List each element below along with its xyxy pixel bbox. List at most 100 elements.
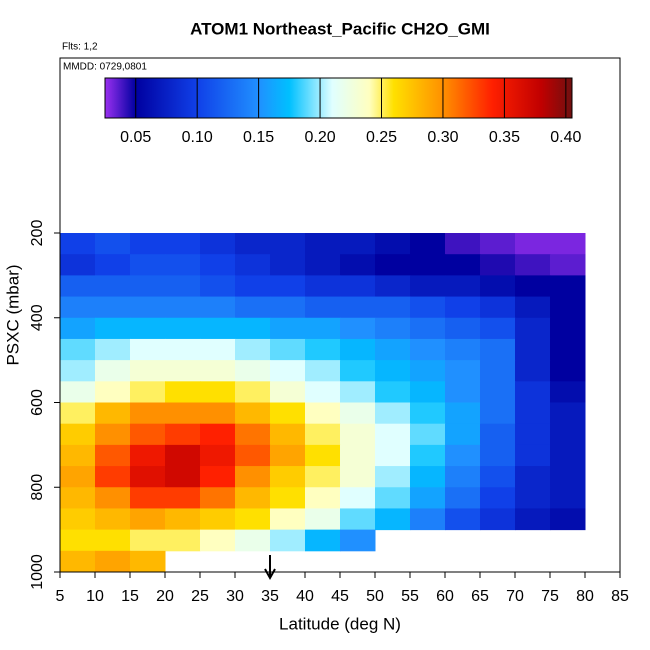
- heat-cell: [480, 381, 516, 404]
- heat-cell: [95, 254, 131, 276]
- x-tick-label: 50: [366, 588, 384, 605]
- heat-cell: [270, 487, 306, 509]
- x-tick-label: 80: [576, 588, 594, 605]
- heat-cell: [515, 254, 551, 276]
- colorbar-tick-label: 0.15: [243, 129, 274, 146]
- heat-cell: [445, 296, 481, 319]
- heat-cell: [60, 275, 96, 298]
- heat-cell: [410, 360, 446, 382]
- heat-cell: [165, 529, 201, 552]
- heat-cell: [480, 487, 516, 509]
- heat-cell: [235, 423, 271, 446]
- heat-cell: [165, 508, 201, 531]
- heat-cell: [375, 275, 411, 298]
- annotation: MMDD: 0729,0801: [63, 62, 147, 73]
- y-tick-label: 800: [29, 474, 46, 501]
- heat-cell: [480, 402, 516, 425]
- heat-cell: [60, 444, 96, 467]
- heat-cell: [130, 508, 166, 531]
- heat-cell: [95, 233, 131, 255]
- heat-cell: [200, 529, 236, 552]
- x-tick-label: 10: [86, 588, 104, 605]
- heat-cell: [515, 381, 551, 404]
- heat-cell: [200, 423, 236, 446]
- heat-cell: [200, 360, 236, 382]
- heat-cell: [410, 402, 446, 425]
- heat-cell: [445, 233, 481, 255]
- heat-cell: [200, 508, 236, 531]
- heat-cell: [410, 444, 446, 467]
- heat-cell: [340, 338, 376, 361]
- heat-cell: [340, 233, 376, 255]
- heat-cell: [235, 487, 271, 509]
- heat-cell: [480, 338, 516, 361]
- heat-cell: [165, 338, 201, 361]
- heat-cell: [515, 296, 551, 319]
- x-tick-label: 5: [56, 588, 65, 605]
- heat-cell: [270, 529, 306, 552]
- heat-cell: [200, 402, 236, 425]
- heat-cell: [235, 466, 271, 488]
- colorbar: [104, 77, 573, 119]
- y-tick-label: 200: [29, 220, 46, 247]
- heat-cell: [445, 275, 481, 298]
- heat-cell: [200, 381, 236, 404]
- x-tick-label: 55: [401, 588, 419, 605]
- heat-cell: [130, 402, 166, 425]
- heat-cell: [95, 508, 131, 531]
- heat-cell: [410, 233, 446, 255]
- heat-cell: [340, 402, 376, 425]
- heat-cell: [60, 233, 96, 255]
- heat-cell: [165, 296, 201, 319]
- heat-cell: [305, 508, 341, 531]
- heat-cell: [550, 381, 586, 404]
- heat-cell: [340, 423, 376, 446]
- heat-cell: [60, 360, 96, 382]
- heat-cell: [550, 296, 586, 319]
- heat-cell: [445, 338, 481, 361]
- heat-cell: [60, 381, 96, 404]
- heat-cell: [60, 508, 96, 531]
- x-tick-label: 60: [436, 588, 454, 605]
- heat-cell: [515, 338, 551, 361]
- heat-cell: [95, 487, 131, 509]
- heat-cell: [550, 402, 586, 425]
- heat-cell: [445, 487, 481, 509]
- heat-cell: [130, 529, 166, 552]
- heat-cell: [340, 466, 376, 488]
- heat-cell: [270, 402, 306, 425]
- heat-cell: [235, 317, 271, 340]
- heat-cell: [165, 423, 201, 446]
- heat-cell: [445, 254, 481, 276]
- x-tick-label: 40: [296, 588, 314, 605]
- heat-cell: [305, 423, 341, 446]
- heat-cell: [235, 529, 271, 552]
- heat-cell: [305, 296, 341, 319]
- heat-cell: [550, 275, 586, 298]
- heat-cell: [550, 338, 586, 361]
- heat-cell: [270, 381, 306, 404]
- heat-cell: [445, 381, 481, 404]
- heat-cell: [130, 466, 166, 488]
- heat-cell: [410, 275, 446, 298]
- x-tick-label: 85: [611, 588, 629, 605]
- heat-cell: [130, 381, 166, 404]
- heat-cell: [410, 487, 446, 509]
- heat-cell: [340, 444, 376, 467]
- heat-cell: [550, 254, 586, 276]
- heat-cell: [375, 487, 411, 509]
- heat-cell: [375, 508, 411, 531]
- heat-cell: [95, 423, 131, 446]
- heat-cell: [410, 508, 446, 531]
- heat-cell: [165, 254, 201, 276]
- heat-cell: [375, 402, 411, 425]
- heat-cell: [130, 338, 166, 361]
- heat-cell: [235, 254, 271, 276]
- colorbar-tick-label: 0.20: [304, 129, 335, 146]
- heat-cell: [235, 233, 271, 255]
- heat-cell: [165, 487, 201, 509]
- heat-cell: [270, 360, 306, 382]
- heat-cell: [200, 338, 236, 361]
- heat-cell: [130, 296, 166, 319]
- heat-cell: [340, 254, 376, 276]
